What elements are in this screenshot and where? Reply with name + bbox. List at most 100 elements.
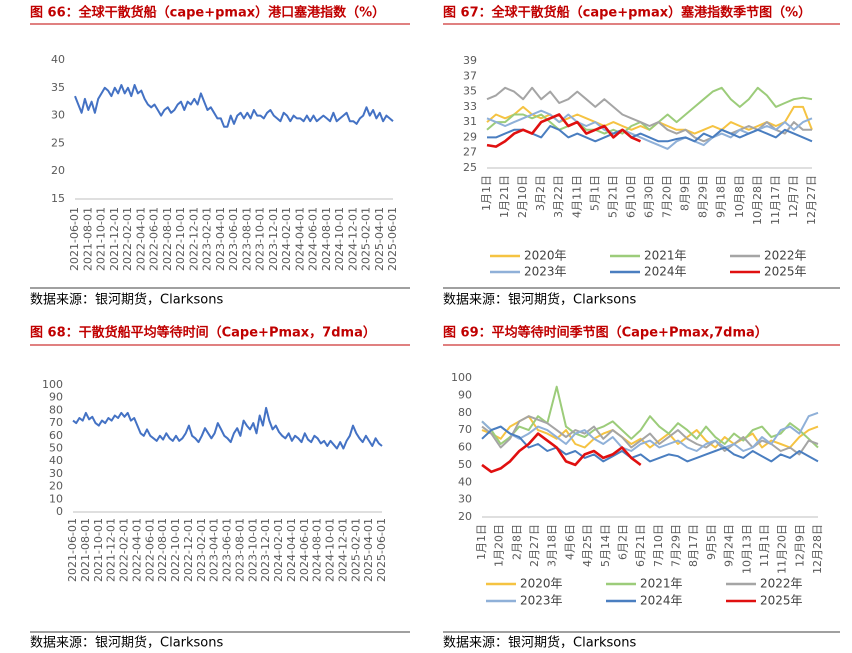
series-line xyxy=(481,411,819,452)
source-note: 数据来源：银河期货，Clarksons xyxy=(30,292,223,308)
legend-label: 2022年 xyxy=(764,249,807,263)
x-tick-label: 3月2日 xyxy=(534,175,547,211)
y-tick-label: 40 xyxy=(458,475,472,488)
x-tick-label: 7月20日 xyxy=(661,175,674,218)
x-tick-label: 9月24日 xyxy=(723,524,736,567)
x-tick-label: 2022-12-01 xyxy=(182,518,195,582)
y-tick-label: 50 xyxy=(458,458,472,471)
x-tick-label: 2025-04-01 xyxy=(373,207,386,271)
y-tick-label: 20 xyxy=(51,164,65,177)
legend-label: 2022年 xyxy=(760,577,803,591)
series-line xyxy=(481,432,642,474)
legend-label: 2024年 xyxy=(644,265,687,279)
x-tick-label: 7月29日 xyxy=(670,524,683,567)
y-tick-label: 70 xyxy=(458,423,472,436)
x-tick-label: 12月27日 xyxy=(805,175,818,225)
series-line xyxy=(486,113,642,148)
legend-label: 2020年 xyxy=(524,249,567,263)
x-tick-label: 2022-06-01 xyxy=(143,518,156,582)
source-note: 数据来源：银河期货，Clarksons xyxy=(443,292,636,308)
y-tick-label: 31 xyxy=(463,115,477,128)
x-tick-label: 5月1日 xyxy=(588,175,601,211)
x-tick-label: 8月17日 xyxy=(687,524,700,567)
x-tick-label: 2024-02-01 xyxy=(272,518,285,582)
y-tick-label: 39 xyxy=(463,54,477,67)
legend-label: 2021年 xyxy=(644,249,687,263)
series-line xyxy=(481,415,819,449)
x-tick-label: 4月6日 xyxy=(563,524,576,560)
x-tick-label: 9月18日 xyxy=(715,175,728,218)
x-tick-label: 11月20日 xyxy=(776,524,789,574)
y-tick-label: 40 xyxy=(49,454,63,467)
x-tick-label: 6月30日 xyxy=(643,175,656,218)
x-tick-label: 5月21日 xyxy=(606,175,619,218)
x-tick-label: 12月28日 xyxy=(811,524,824,574)
x-tick-label: 2月10日 xyxy=(516,175,529,218)
x-tick-label: 2023-04-01 xyxy=(214,207,227,271)
x-tick-label: 2023-12-01 xyxy=(259,518,272,582)
y-tick-label: 37 xyxy=(463,69,477,82)
legend-label: 2025年 xyxy=(764,265,807,279)
x-tick-label: 2021-12-01 xyxy=(108,207,121,271)
x-tick-label: 2022-02-01 xyxy=(121,207,134,271)
y-tick-label: 60 xyxy=(458,441,472,454)
x-tick-label: 6月10日 xyxy=(624,175,637,218)
y-tick-label: 80 xyxy=(49,403,63,416)
x-tick-label: 2025-02-01 xyxy=(349,518,362,582)
x-tick-label: 2023-08-01 xyxy=(240,207,253,271)
y-tick-label: 20 xyxy=(458,510,472,523)
x-tick-label: 3月22日 xyxy=(552,175,565,218)
y-tick-label: 25 xyxy=(463,161,477,174)
x-tick-label: 2023-10-01 xyxy=(246,518,259,582)
x-tick-label: 2024-04-01 xyxy=(293,207,306,271)
series-line xyxy=(74,84,394,128)
series-line xyxy=(481,425,819,463)
x-tick-label: 2022-08-01 xyxy=(161,207,174,271)
x-tick-label: 10月13日 xyxy=(740,524,753,574)
series-line xyxy=(486,86,813,135)
x-tick-label: 10月8日 xyxy=(733,175,746,218)
x-tick-label: 6月2日 xyxy=(616,524,629,560)
y-tick-label: 30 xyxy=(51,109,65,122)
y-tick-label: 30 xyxy=(458,493,472,506)
x-tick-label: 2023-10-01 xyxy=(254,207,267,271)
x-tick-label: 2023-06-01 xyxy=(227,207,240,271)
y-tick-label: 100 xyxy=(42,378,63,391)
x-tick-label: 2021-06-01 xyxy=(66,518,79,582)
x-tick-label: 2024-10-01 xyxy=(324,518,337,582)
x-tick-label: 8月29日 xyxy=(697,175,710,218)
x-tick-label: 10月28日 xyxy=(751,175,764,225)
x-tick-label: 2024-06-01 xyxy=(307,207,320,271)
x-tick-label: 2月8日 xyxy=(510,524,523,560)
x-tick-label: 2024-08-01 xyxy=(320,207,333,271)
y-tick-label: 27 xyxy=(463,146,477,159)
x-tick-label: 2021-10-01 xyxy=(92,518,105,582)
legend-label: 2021年 xyxy=(640,577,683,591)
series-line xyxy=(481,415,819,456)
x-tick-label: 8月9日 xyxy=(679,175,692,211)
x-tick-label: 2025-04-01 xyxy=(362,518,375,582)
x-tick-label: 2021-10-01 xyxy=(95,207,108,271)
x-tick-label: 2024-02-01 xyxy=(280,207,293,271)
legend-label: 2023年 xyxy=(520,594,563,608)
y-tick-label: 100 xyxy=(451,371,472,384)
x-tick-label: 2022-06-01 xyxy=(148,207,161,271)
x-tick-label: 2023-06-01 xyxy=(221,518,234,582)
x-tick-label: 2023-02-01 xyxy=(201,207,214,271)
y-tick-label: 35 xyxy=(463,85,477,98)
y-tick-label: 30 xyxy=(49,467,63,480)
x-tick-label: 2022-08-01 xyxy=(156,518,169,582)
panel-title: 图 67：全球干散货船（cape+pmax）塞港指数季节图（%） xyxy=(443,5,811,21)
x-tick-label: 2023-08-01 xyxy=(233,518,246,582)
source-note: 数据来源：银河期货，Clarksons xyxy=(443,635,636,651)
y-tick-label: 33 xyxy=(463,100,477,113)
x-tick-label: 12月9日 xyxy=(793,524,806,567)
y-tick-label: 50 xyxy=(49,442,63,455)
y-tick-label: 90 xyxy=(49,391,63,404)
source-note: 数据来源：银河期货，Clarksons xyxy=(30,635,223,651)
x-tick-label: 2024-12-01 xyxy=(336,518,349,582)
x-tick-label: 2023-04-01 xyxy=(208,518,221,582)
x-tick-label: 2022-02-01 xyxy=(118,518,131,582)
x-tick-label: 4月11日 xyxy=(570,175,583,218)
x-tick-label: 2022-04-01 xyxy=(130,518,143,582)
